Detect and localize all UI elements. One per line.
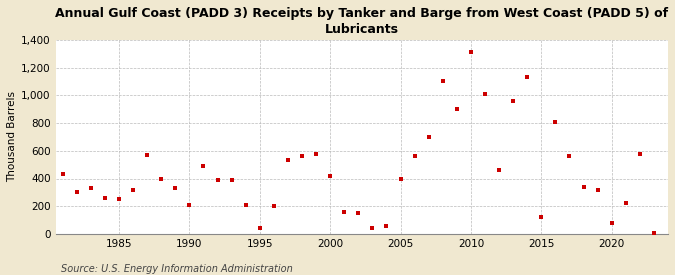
Point [550,119,561,124]
Point [296,154,307,158]
Point [269,204,279,208]
Point [353,211,364,215]
Point [99,196,110,200]
Point [634,151,645,156]
Point [339,210,350,214]
Point [367,226,378,231]
Point [395,176,406,181]
Point [310,151,321,156]
Point [649,230,659,235]
Point [452,107,462,111]
Point [254,226,265,231]
Y-axis label: Thousand Barrels: Thousand Barrels [7,91,17,182]
Point [170,186,181,190]
Point [198,164,209,168]
Point [142,153,153,157]
Point [212,178,223,182]
Point [72,190,82,194]
Point [283,158,294,163]
Point [578,185,589,189]
Point [508,99,518,103]
Point [493,168,504,172]
Point [620,201,631,206]
Point [240,203,251,207]
Point [325,174,335,178]
Point [381,223,392,228]
Point [423,135,434,139]
Point [480,92,491,96]
Point [57,172,68,177]
Point [564,154,575,158]
Point [437,79,448,84]
Point [536,215,547,219]
Point [592,187,603,192]
Point [113,197,124,202]
Point [409,154,420,158]
Point [606,221,617,225]
Point [128,187,138,192]
Point [156,176,167,181]
Point [86,186,97,190]
Point [226,178,237,182]
Point [522,75,533,79]
Point [184,203,195,207]
Title: Annual Gulf Coast (PADD 3) Receipts by Tanker and Barge from West Coast (PADD 5): Annual Gulf Coast (PADD 3) Receipts by T… [55,7,668,36]
Text: Source: U.S. Energy Information Administration: Source: U.S. Energy Information Administ… [61,264,292,274]
Point [466,50,477,54]
